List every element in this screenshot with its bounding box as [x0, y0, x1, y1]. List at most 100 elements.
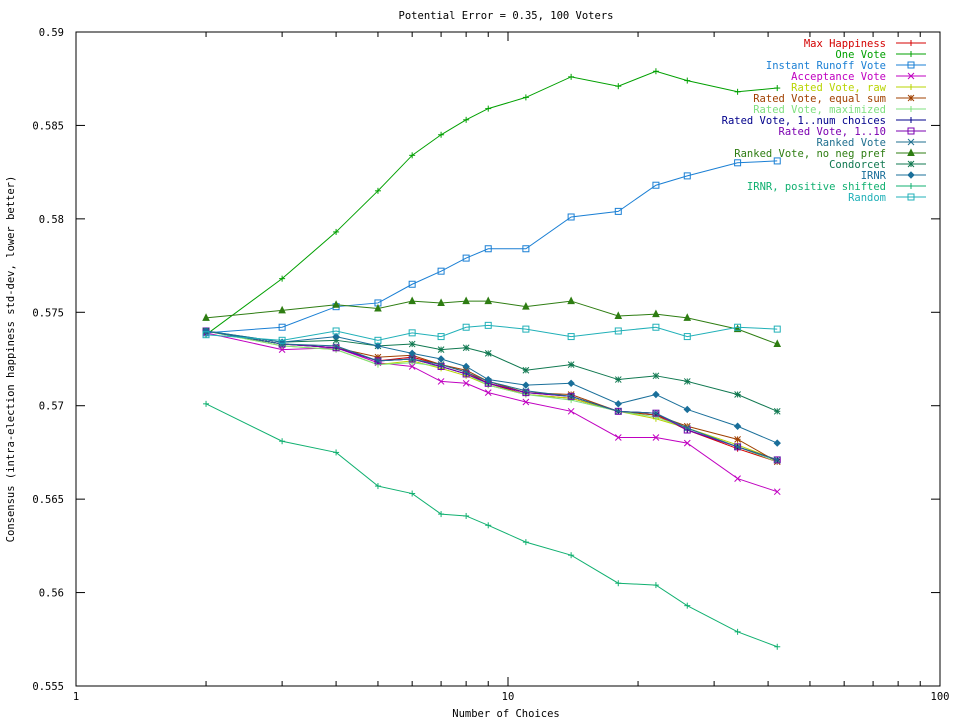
- legend-marker-3: [907, 72, 915, 80]
- series-10-point-2: [332, 300, 340, 308]
- series-14-point-13: [734, 323, 742, 331]
- series-14-point-6: [462, 323, 470, 331]
- series-3-point-12: [683, 439, 691, 447]
- series-1-point-13: [734, 88, 741, 95]
- series-2-point-14: [773, 157, 781, 165]
- series-13-point-9: [568, 552, 575, 559]
- legend-label-12: IRNR: [861, 170, 887, 182]
- legend-item-3: Acceptance Vote: [791, 71, 926, 83]
- series-3: [202, 329, 781, 496]
- series-1-point-12: [684, 77, 691, 84]
- series-11-point-12: [683, 378, 691, 385]
- series-13-point-10: [615, 580, 622, 587]
- series-2-point-11: [652, 181, 660, 189]
- series-9-point-8: [522, 387, 530, 395]
- legend-item-5: Rated Vote, equal sum: [753, 93, 926, 105]
- series-12-point-10: [614, 400, 622, 408]
- legend-marker-5: [907, 94, 915, 102]
- series-14-point-8: [522, 325, 530, 333]
- series-1-point-8: [522, 94, 529, 101]
- series-14-point-7: [484, 321, 492, 329]
- series-8-point-2: [332, 344, 340, 352]
- series-2-point-1: [278, 323, 286, 331]
- legend-marker-4: [908, 84, 914, 90]
- series-13-point-1: [279, 438, 286, 445]
- series-12: [202, 327, 781, 447]
- legend-marker-2: [907, 61, 915, 69]
- legend-item-2: Instant Runoff Vote: [766, 60, 926, 72]
- legend-item-9: Ranked Vote: [816, 137, 926, 149]
- legend-marker-9: [907, 138, 915, 146]
- legend-marker-14: [907, 193, 915, 201]
- series-line-8: [205, 330, 778, 461]
- series-2-point-8: [522, 245, 530, 253]
- series-9-point-3: [374, 357, 382, 365]
- series-14-point-11: [652, 323, 660, 331]
- series-10-point-6: [462, 296, 470, 305]
- series-12-point-6: [462, 362, 470, 371]
- legend-item-11: Condorcet: [829, 159, 926, 171]
- series-8-point-12: [683, 426, 691, 434]
- series-3-point-7: [484, 389, 492, 396]
- series-9-point-14: [773, 456, 781, 464]
- legend-label-0: Max Happiness: [804, 38, 886, 50]
- legend-item-10: Ranked Vote, no neg pref: [734, 148, 926, 160]
- legend-marker-13: [908, 183, 914, 189]
- legend-label-7: Rated Vote, 1..num choices: [722, 115, 886, 127]
- legend-item-6: Rated Vote, maximized: [753, 104, 926, 116]
- series-1-point-10: [615, 83, 622, 90]
- series-12-point-8: [522, 381, 530, 389]
- series-10-point-4: [408, 296, 416, 305]
- legend-label-8: Rated Vote, 1..10: [779, 126, 886, 138]
- legend-item-12: IRNR: [861, 170, 926, 182]
- series-1-point-3: [374, 187, 381, 194]
- y-tick-label-4: 0.575: [32, 307, 64, 319]
- legend-marker-8: [907, 127, 915, 135]
- legend-label-5: Rated Vote, equal sum: [753, 93, 886, 105]
- series-8-point-5: [437, 362, 445, 370]
- legend-item-8: Rated Vote, 1..10: [779, 126, 926, 138]
- series-10-point-10: [614, 311, 623, 320]
- legend-marker-12: [907, 171, 915, 179]
- series-14-point-1: [278, 336, 286, 344]
- series-layer: [202, 68, 782, 650]
- series-8-point-14: [773, 456, 781, 464]
- series-10-point-8: [522, 302, 530, 310]
- series-11-point-9: [567, 361, 575, 368]
- y-tick-label-3: 0.57: [39, 401, 64, 413]
- series-10-point-12: [683, 313, 692, 321]
- y-tick-label-0: 0.555: [32, 681, 64, 693]
- x-tick-label-1: 10: [502, 691, 515, 703]
- series-line-2: [206, 160, 778, 334]
- series-1: [203, 68, 781, 338]
- series-3-point-13: [734, 475, 741, 482]
- series-14-point-9: [567, 333, 575, 341]
- series-14-point-2: [332, 327, 340, 335]
- series-10-point-3: [374, 303, 382, 312]
- series-9-point-10: [614, 407, 622, 415]
- series-12-point-5: [437, 355, 445, 363]
- series-12-point-13: [733, 422, 742, 430]
- series-1-point-14: [774, 85, 781, 92]
- y-tick-label-1: 0.56: [39, 588, 64, 600]
- legend-label-10: Ranked Vote, no neg pref: [734, 148, 886, 160]
- series-12-point-9: [567, 379, 575, 387]
- series-12-point-3: [374, 342, 382, 350]
- legend-item-0: Max Happiness: [804, 38, 926, 50]
- series-8-point-13: [734, 443, 742, 451]
- series-8-point-8: [522, 389, 530, 397]
- series-14-point-4: [408, 329, 416, 337]
- series-11-point-6: [462, 344, 470, 352]
- series-9-point-6: [462, 368, 470, 376]
- series-14: [202, 321, 781, 344]
- series-3-point-9: [567, 407, 575, 415]
- series-2-point-6: [462, 254, 470, 262]
- axis-ticks: 1 10 100 0.555 0.56 0.565 0.57 0.575 0.58 0.585 0.…: [32, 27, 949, 703]
- series-14-point-10: [614, 327, 622, 335]
- series-9-point-12: [683, 424, 691, 432]
- series-1-point-9: [568, 73, 575, 80]
- series-10-point-14: [773, 339, 782, 348]
- series-11-point-5: [437, 346, 445, 354]
